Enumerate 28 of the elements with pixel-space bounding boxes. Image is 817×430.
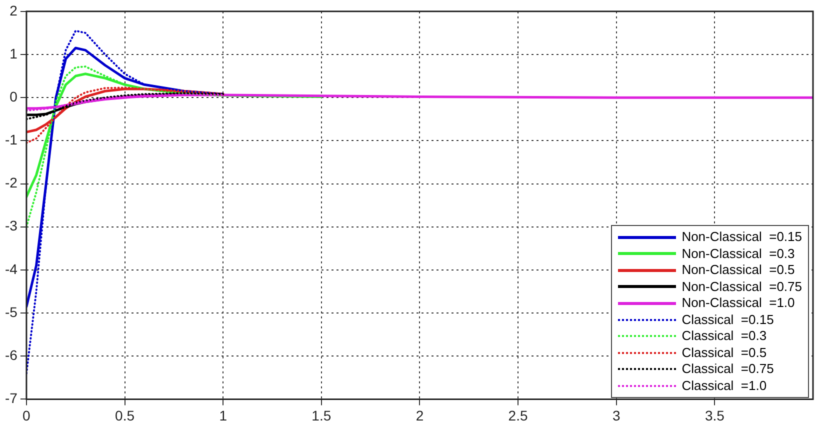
x-tick-label: 1.5	[312, 407, 332, 424]
legend-label: Non-Classical =0.3	[682, 246, 795, 262]
x-tick-label: 2.5	[508, 407, 528, 424]
legend-label: Classical =0.5	[682, 344, 767, 361]
x-tick-label: 3	[612, 407, 620, 424]
legend-label: Non-Classical =0.5	[682, 262, 795, 278]
y-tick-label: -2	[4, 174, 18, 191]
x-tick-label: 0	[22, 407, 31, 424]
x-tick-label: 1	[219, 407, 228, 424]
legend-label: Classical =0.3	[682, 328, 767, 344]
x-tick-label: 0.5	[115, 407, 135, 424]
x-tick-label: 3.5	[704, 407, 725, 424]
y-tick-label: -7	[4, 390, 18, 406]
y-tick-label: -4	[4, 260, 18, 277]
y-tick-label: 2	[10, 2, 18, 18]
y-tick-label: 1	[10, 45, 18, 62]
y-tick-label: -5	[4, 304, 18, 320]
y-tick-label: -1	[4, 132, 18, 148]
x-tick-label: 2	[416, 407, 424, 424]
legend-label: Non-Classical =0.75	[682, 278, 802, 295]
y-tick-label: -3	[4, 218, 18, 234]
y-tick-label: -6	[4, 346, 18, 363]
legend-label: Classical =0.15	[682, 312, 774, 328]
legend-label: Classical =1.0	[682, 378, 767, 394]
legend-label: Non-Classical =0.15	[682, 229, 802, 246]
legend-label: Classical =0.75	[682, 361, 774, 378]
y-tick-label: 0	[10, 88, 18, 104]
legend-label: Non-Classical =1.0	[682, 295, 795, 312]
